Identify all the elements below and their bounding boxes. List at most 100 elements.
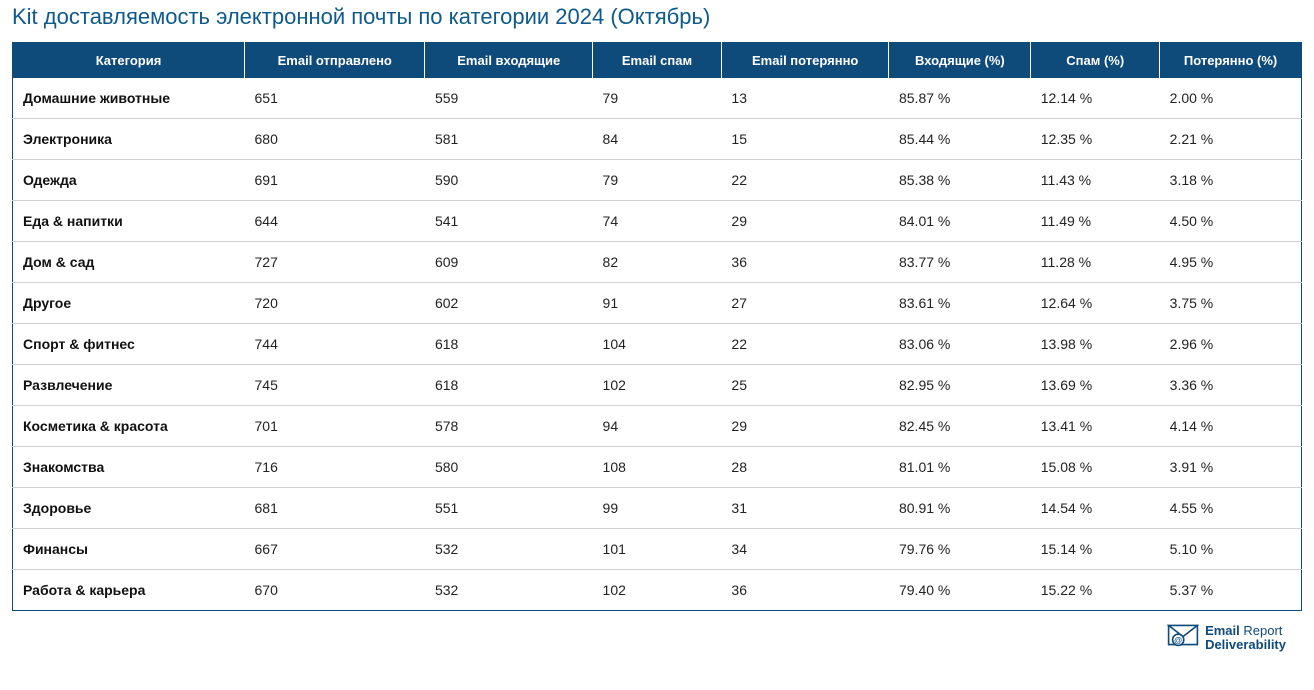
logo-line2: Deliverability bbox=[1205, 638, 1286, 652]
cell-category: Косметика & красота bbox=[13, 406, 245, 447]
cell-inbox: 532 bbox=[425, 529, 593, 570]
cell-sent: 670 bbox=[245, 570, 425, 611]
cell-inbox: 618 bbox=[425, 365, 593, 406]
cell-spam: 91 bbox=[593, 283, 722, 324]
cell-spam_pct: 12.35 % bbox=[1031, 119, 1160, 160]
cell-lost: 36 bbox=[721, 242, 889, 283]
cell-lost_pct: 4.50 % bbox=[1160, 201, 1302, 242]
cell-inbox_pct: 82.45 % bbox=[889, 406, 1031, 447]
cell-inbox_pct: 80.91 % bbox=[889, 488, 1031, 529]
cell-spam_pct: 12.14 % bbox=[1031, 78, 1160, 119]
cell-inbox_pct: 83.77 % bbox=[889, 242, 1031, 283]
cell-inbox: 590 bbox=[425, 160, 593, 201]
table-row: Электроника680581841585.44 %12.35 %2.21 … bbox=[13, 119, 1302, 160]
cell-inbox: 618 bbox=[425, 324, 593, 365]
cell-lost_pct: 2.00 % bbox=[1160, 78, 1302, 119]
cell-lost: 22 bbox=[721, 324, 889, 365]
cell-sent: 744 bbox=[245, 324, 425, 365]
cell-lost_pct: 4.95 % bbox=[1160, 242, 1302, 283]
table-row: Здоровье681551993180.91 %14.54 %4.55 % bbox=[13, 488, 1302, 529]
cell-sent: 745 bbox=[245, 365, 425, 406]
table-row: Косметика & красота701578942982.45 %13.4… bbox=[13, 406, 1302, 447]
col-sent: Email отправлено bbox=[245, 43, 425, 79]
svg-text:@: @ bbox=[1174, 636, 1182, 645]
cell-inbox: 602 bbox=[425, 283, 593, 324]
cell-inbox: 578 bbox=[425, 406, 593, 447]
cell-spam_pct: 13.69 % bbox=[1031, 365, 1160, 406]
cell-lost_pct: 3.36 % bbox=[1160, 365, 1302, 406]
deliverability-table: Категория Email отправлено Email входящи… bbox=[12, 42, 1302, 611]
cell-sent: 727 bbox=[245, 242, 425, 283]
cell-sent: 716 bbox=[245, 447, 425, 488]
cell-spam: 101 bbox=[593, 529, 722, 570]
cell-inbox_pct: 84.01 % bbox=[889, 201, 1031, 242]
cell-spam_pct: 15.22 % bbox=[1031, 570, 1160, 611]
cell-spam_pct: 13.41 % bbox=[1031, 406, 1160, 447]
cell-spam_pct: 15.14 % bbox=[1031, 529, 1160, 570]
cell-lost_pct: 3.75 % bbox=[1160, 283, 1302, 324]
cell-inbox_pct: 79.40 % bbox=[889, 570, 1031, 611]
cell-category: Домашние животные bbox=[13, 78, 245, 119]
cell-spam_pct: 12.64 % bbox=[1031, 283, 1160, 324]
logo-word-report: Report bbox=[1240, 623, 1283, 638]
cell-lost_pct: 5.10 % bbox=[1160, 529, 1302, 570]
cell-sent: 691 bbox=[245, 160, 425, 201]
cell-spam_pct: 15.08 % bbox=[1031, 447, 1160, 488]
cell-spam: 99 bbox=[593, 488, 722, 529]
cell-inbox: 541 bbox=[425, 201, 593, 242]
cell-lost_pct: 3.91 % bbox=[1160, 447, 1302, 488]
table-row: Финансы6675321013479.76 %15.14 %5.10 % bbox=[13, 529, 1302, 570]
cell-category: Здоровье bbox=[13, 488, 245, 529]
cell-inbox: 551 bbox=[425, 488, 593, 529]
cell-lost: 34 bbox=[721, 529, 889, 570]
table-row: Развлечение7456181022582.95 %13.69 %3.36… bbox=[13, 365, 1302, 406]
cell-lost_pct: 2.96 % bbox=[1160, 324, 1302, 365]
cell-inbox_pct: 83.06 % bbox=[889, 324, 1031, 365]
cell-lost: 31 bbox=[721, 488, 889, 529]
cell-inbox_pct: 85.38 % bbox=[889, 160, 1031, 201]
cell-spam: 74 bbox=[593, 201, 722, 242]
cell-lost_pct: 3.18 % bbox=[1160, 160, 1302, 201]
cell-inbox: 580 bbox=[425, 447, 593, 488]
cell-category: Финансы bbox=[13, 529, 245, 570]
cell-spam: 79 bbox=[593, 160, 722, 201]
cell-category: Дом & сад bbox=[13, 242, 245, 283]
cell-lost: 28 bbox=[721, 447, 889, 488]
table-header: Категория Email отправлено Email входящи… bbox=[13, 43, 1302, 79]
col-lost: Email потерянно bbox=[721, 43, 889, 79]
cell-inbox_pct: 85.87 % bbox=[889, 78, 1031, 119]
cell-inbox_pct: 79.76 % bbox=[889, 529, 1031, 570]
cell-lost: 25 bbox=[721, 365, 889, 406]
cell-lost_pct: 4.55 % bbox=[1160, 488, 1302, 529]
cell-lost_pct: 5.37 % bbox=[1160, 570, 1302, 611]
col-category: Категория bbox=[13, 43, 245, 79]
cell-category: Работа & карьера bbox=[13, 570, 245, 611]
cell-category: Одежда bbox=[13, 160, 245, 201]
table-row: Работа & карьера6705321023679.40 %15.22 … bbox=[13, 570, 1302, 611]
table-row: Домашние животные651559791385.87 %12.14 … bbox=[13, 78, 1302, 119]
cell-lost: 22 bbox=[721, 160, 889, 201]
cell-spam: 94 bbox=[593, 406, 722, 447]
cell-inbox_pct: 82.95 % bbox=[889, 365, 1031, 406]
cell-spam: 104 bbox=[593, 324, 722, 365]
envelope-at-icon: @ bbox=[1167, 621, 1199, 654]
cell-spam_pct: 11.28 % bbox=[1031, 242, 1160, 283]
cell-spam: 102 bbox=[593, 570, 722, 611]
cell-inbox: 609 bbox=[425, 242, 593, 283]
col-inbox: Email входящие bbox=[425, 43, 593, 79]
logo-text: Email Report Deliverability bbox=[1205, 624, 1286, 651]
footer-logo: @ Email Report Deliverability bbox=[12, 611, 1302, 658]
cell-sent: 667 bbox=[245, 529, 425, 570]
table-row: Еда & напитки644541742984.01 %11.49 %4.5… bbox=[13, 201, 1302, 242]
logo-line1: Email Report bbox=[1205, 624, 1286, 638]
cell-sent: 681 bbox=[245, 488, 425, 529]
table-row: Одежда691590792285.38 %11.43 %3.18 % bbox=[13, 160, 1302, 201]
cell-lost: 29 bbox=[721, 406, 889, 447]
col-inbox-pct: Входящие (%) bbox=[889, 43, 1031, 79]
table-row: Дом & сад727609823683.77 %11.28 %4.95 % bbox=[13, 242, 1302, 283]
table-row: Другое720602912783.61 %12.64 %3.75 % bbox=[13, 283, 1302, 324]
cell-spam: 79 bbox=[593, 78, 722, 119]
col-lost-pct: Потерянно (%) bbox=[1160, 43, 1302, 79]
cell-category: Развлечение bbox=[13, 365, 245, 406]
cell-spam_pct: 11.49 % bbox=[1031, 201, 1160, 242]
